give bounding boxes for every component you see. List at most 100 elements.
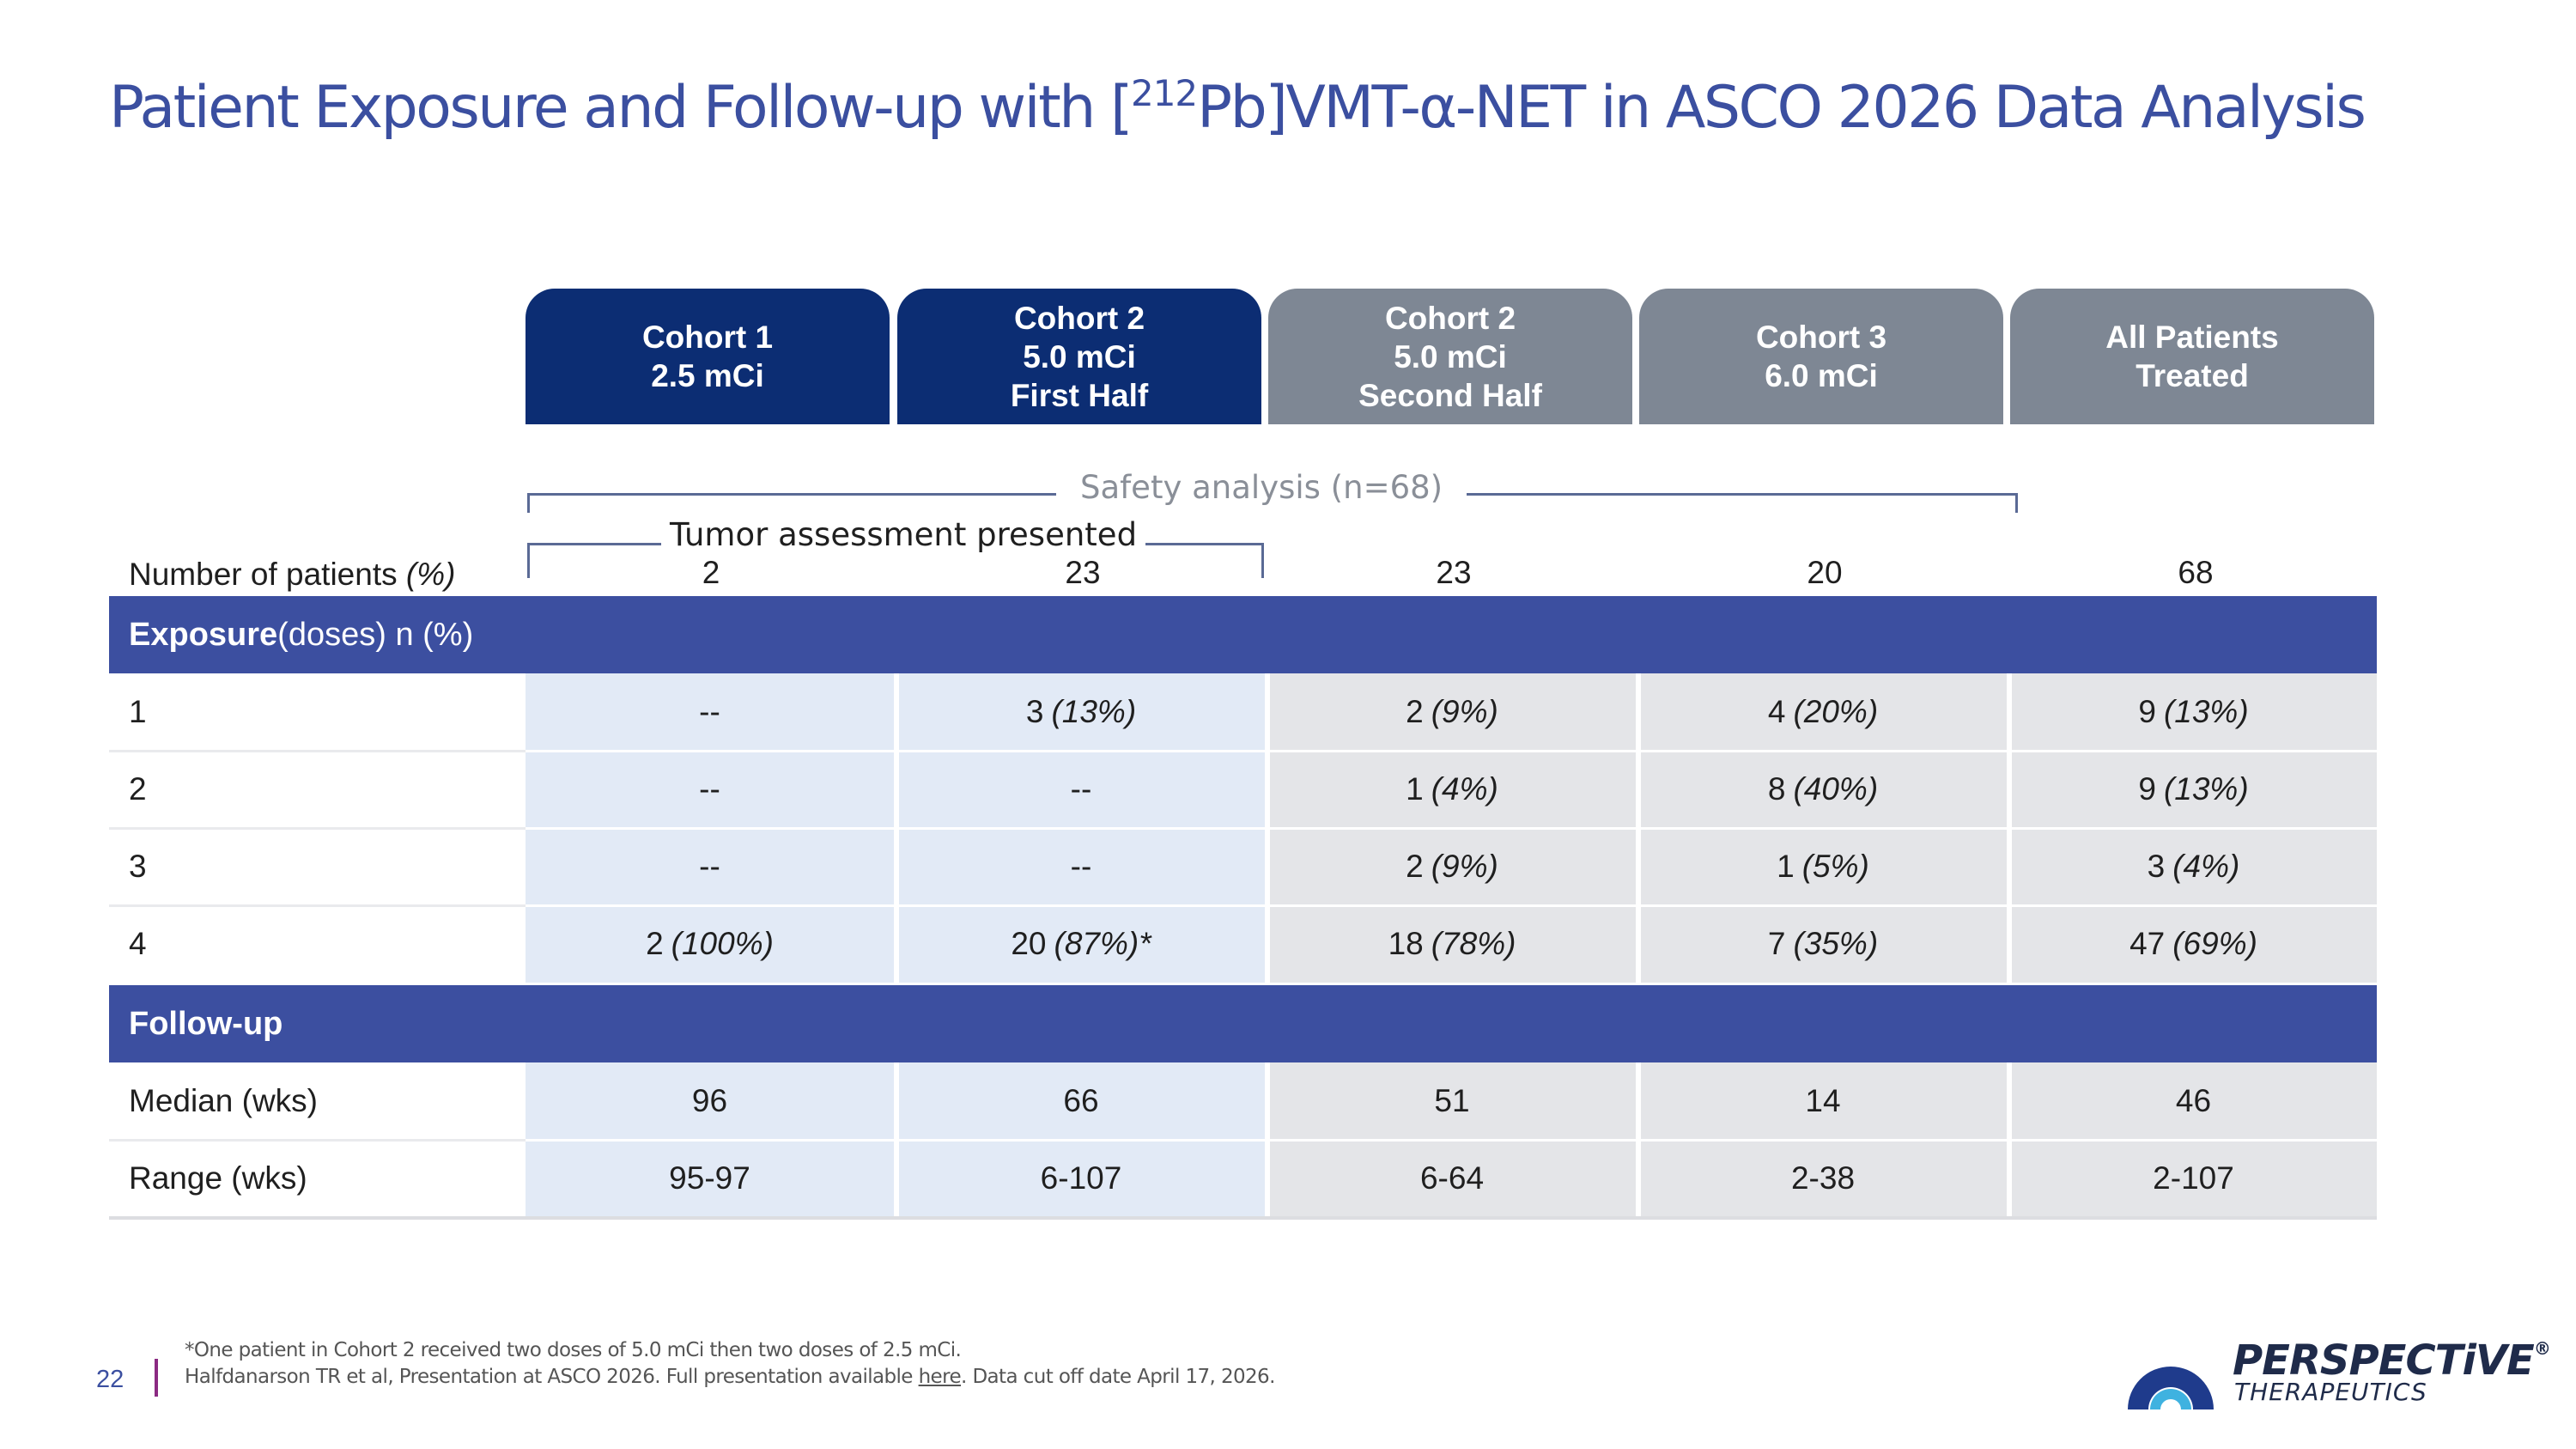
perspective-logo-icon xyxy=(2128,1366,2214,1409)
cell-value: -- xyxy=(699,849,720,884)
exposure-table-cell: 8 (40%) xyxy=(1639,751,2007,828)
row-divider-label xyxy=(109,750,526,752)
cell-percent: (40%) xyxy=(1793,771,1879,807)
header-line: Cohort 2 xyxy=(1013,300,1145,336)
followup-table-cell: 6-64 xyxy=(1268,1140,1636,1217)
cell-value: 47 xyxy=(2129,926,2166,961)
exposure-table-cell: 18 (78%) xyxy=(1268,905,1636,983)
cell-percent: (4%) xyxy=(2172,849,2240,884)
cell-value: 2 xyxy=(1406,849,1424,884)
cell-value: 9 xyxy=(2138,694,2156,729)
cell-value: 95-97 xyxy=(669,1160,750,1196)
cell-value: 2 xyxy=(646,926,664,961)
followup-table-cell: 6-107 xyxy=(897,1140,1265,1217)
cell-value: -- xyxy=(1070,771,1092,807)
exposure-table-cell: 9 (13%) xyxy=(2010,751,2377,828)
cell-value: 2-38 xyxy=(1790,1160,1856,1196)
number-of-patients-label: Number of patients (%) xyxy=(129,557,456,592)
cell-value: 18 xyxy=(1388,926,1424,961)
cell-percent: (35%) xyxy=(1793,926,1879,961)
followup-row-label: Median (wks) xyxy=(109,1062,526,1140)
exposure-table-cell: 2 (9%) xyxy=(1268,673,1636,751)
cell-value: 1 xyxy=(1406,771,1424,807)
presentation-link[interactable]: here xyxy=(918,1366,962,1388)
patients-count-cohort-2-second-half: 23 xyxy=(1436,555,1472,590)
company-logo-subtitle: THERAPEUTICS xyxy=(2234,1378,2427,1406)
exposure-table-cell: 9 (13%) xyxy=(2010,673,2377,751)
cell-percent: (87%)* xyxy=(1054,926,1151,961)
patients-count-cohort-1: 2 xyxy=(702,555,720,590)
row-divider-label xyxy=(109,827,526,830)
footnote-citation: Halfdanarson TR et al, Presentation at A… xyxy=(185,1366,1275,1388)
header-line: Cohort 1 xyxy=(641,320,774,355)
cell-value: -- xyxy=(699,694,720,729)
header-line: 5.0 mCi xyxy=(1394,338,1507,374)
followup-table-cell: 51 xyxy=(1268,1062,1636,1140)
exposure-table-cell: 3 (4%) xyxy=(2010,828,2377,905)
row-divider xyxy=(109,750,2377,752)
column-header-all-patients: All Patients Treated xyxy=(2010,289,2374,424)
header-line: 6.0 mCi xyxy=(1765,358,1878,393)
cell-value: 7 xyxy=(1767,926,1786,961)
cell-value: 6-64 xyxy=(1419,1160,1485,1196)
exposure-row-label: 3 xyxy=(109,828,526,905)
company-logo-text: PERSPECTiVE® xyxy=(2233,1336,2551,1385)
column-divider xyxy=(1637,673,1641,983)
header-line: 2.5 mCi xyxy=(651,358,764,393)
followup-table-cell: 46 xyxy=(2010,1062,2377,1140)
cell-percent: (13%) xyxy=(2163,694,2249,729)
cell-value: 4 xyxy=(1767,694,1786,729)
cell-percent: (13%) xyxy=(1051,694,1137,729)
header-line: Second Half xyxy=(1358,377,1542,413)
page-title: Patient Exposure and Follow-up with [212… xyxy=(109,72,2366,142)
exposure-table-cell: 2 (100%) xyxy=(526,905,894,983)
followup-section-header: Follow-up xyxy=(109,985,2377,1062)
cell-percent: (13%) xyxy=(2163,771,2249,807)
header-line: Cohort 3 xyxy=(1755,320,1887,355)
exposure-table-cell: 20 (87%)* xyxy=(897,905,1265,983)
row-divider-label xyxy=(109,904,526,907)
column-divider xyxy=(2008,673,2012,983)
cell-value: 9 xyxy=(2138,771,2156,807)
exposure-row-label: 4 xyxy=(109,905,526,983)
cell-value: 1 xyxy=(1777,849,1795,884)
column-header-cohort-1: Cohort 1 2.5 mCi xyxy=(526,289,890,424)
exposure-table-cell: 3 (13%) xyxy=(897,673,1265,751)
column-header-cohort-2-first-half: Cohort 2 5.0 mCi First Half xyxy=(897,289,1261,424)
cell-percent: (4%) xyxy=(1431,771,1498,807)
patients-count-cohort-3: 20 xyxy=(1807,555,1843,590)
cell-percent: (9%) xyxy=(1431,849,1498,884)
header-line: First Half xyxy=(1010,377,1149,413)
followup-table-cell: 2-38 xyxy=(1639,1140,2007,1217)
column-header-cohort-2-second-half: Cohort 2 5.0 mCi Second Half xyxy=(1268,289,1632,424)
cell-value: -- xyxy=(1070,849,1092,884)
exposure-table-cell: 1 (4%) xyxy=(1268,751,1636,828)
exposure-table-cell: 4 (20%) xyxy=(1639,673,2007,751)
exposure-table-cell: 7 (35%) xyxy=(1639,905,2007,983)
cell-value: 6-107 xyxy=(1040,1160,1122,1196)
followup-table-cell: 2-107 xyxy=(2010,1140,2377,1217)
exposure-row-label: 2 xyxy=(109,751,526,828)
exposure-table-cell: 2 (9%) xyxy=(1268,828,1636,905)
cell-percent: (78%) xyxy=(1431,926,1516,961)
safety-analysis-label: Safety analysis (n=68) xyxy=(1056,472,1467,503)
exposure-row-label: 1 xyxy=(109,673,526,751)
cell-value: 66 xyxy=(1063,1083,1099,1118)
cell-value: 20 xyxy=(1011,926,1047,961)
page-number: 22 xyxy=(96,1366,125,1393)
tumor-assessment-label: Tumor assessment presented xyxy=(661,519,1146,551)
column-divider xyxy=(1267,1062,1270,1217)
exposure-table-cell: -- xyxy=(526,673,894,751)
exposure-table-cell: -- xyxy=(526,751,894,828)
cell-value: 2 xyxy=(1406,694,1424,729)
followup-table-cell: 14 xyxy=(1639,1062,2007,1140)
cell-percent: (100%) xyxy=(671,926,774,961)
cell-value: 3 xyxy=(1025,694,1044,729)
column-divider xyxy=(896,1062,899,1217)
exposure-table-cell: -- xyxy=(897,751,1265,828)
row-divider-label xyxy=(109,1139,526,1142)
footer-divider xyxy=(155,1359,158,1397)
footnote-dose: *One patient in Cohort 2 received two do… xyxy=(185,1339,962,1361)
followup-table-cell: 66 xyxy=(897,1062,1265,1140)
header-line: Cohort 2 xyxy=(1384,300,1516,336)
